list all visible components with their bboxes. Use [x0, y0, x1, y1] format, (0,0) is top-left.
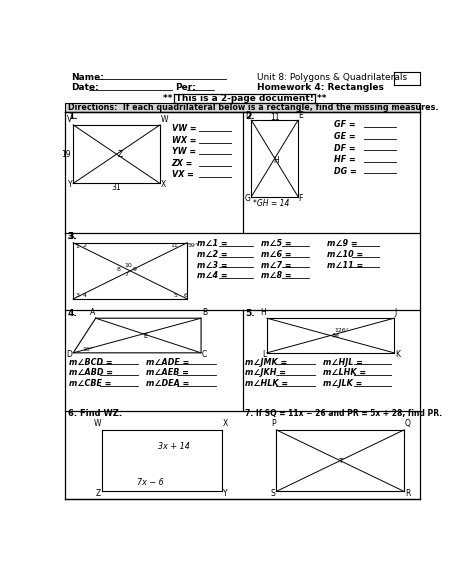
- Text: m∠JLK =: m∠JLK =: [323, 379, 362, 388]
- Text: m∠DEA =: m∠DEA =: [146, 379, 190, 388]
- Text: *GH = 14: *GH = 14: [253, 199, 289, 208]
- Text: 7: 7: [124, 272, 128, 277]
- Text: 2.: 2.: [245, 112, 255, 121]
- Text: 6: 6: [183, 292, 187, 298]
- Bar: [65, 102, 420, 112]
- Text: T: T: [338, 459, 342, 464]
- Text: Z: Z: [96, 489, 101, 499]
- Text: Name:: Name:: [71, 73, 104, 82]
- Text: m∠6 =: m∠6 =: [261, 250, 292, 259]
- Text: M: M: [332, 332, 338, 339]
- Text: Q: Q: [405, 419, 411, 428]
- Text: HF =: HF =: [334, 155, 356, 164]
- Text: 59°: 59°: [188, 243, 199, 248]
- Text: 31: 31: [112, 183, 121, 192]
- Text: 3.: 3.: [68, 232, 77, 241]
- Text: 126°: 126°: [334, 328, 349, 332]
- Text: 7x − 6: 7x − 6: [137, 478, 164, 487]
- Text: 3x + 14: 3x + 14: [158, 442, 190, 451]
- Text: 9: 9: [133, 267, 137, 272]
- Text: K: K: [395, 350, 400, 359]
- Text: Homework 4: Rectangles: Homework 4: Rectangles: [257, 83, 384, 91]
- Text: m∠ABD =: m∠ABD =: [69, 368, 112, 378]
- Text: m∠9 =: m∠9 =: [328, 239, 358, 248]
- Text: m∠CBE =: m∠CBE =: [69, 379, 111, 388]
- Text: m∠3 =: m∠3 =: [197, 261, 228, 270]
- Text: m∠BCD =: m∠BCD =: [69, 358, 112, 367]
- Text: 19: 19: [61, 150, 71, 159]
- Text: DG =: DG =: [334, 167, 357, 175]
- Text: m∠4 =: m∠4 =: [197, 272, 228, 280]
- Text: m∠AEB =: m∠AEB =: [146, 368, 189, 378]
- Text: 16°: 16°: [82, 347, 93, 352]
- Text: X: X: [223, 419, 228, 428]
- Text: 1.: 1.: [68, 112, 77, 121]
- Text: 3.: 3.: [68, 232, 77, 241]
- Text: Unit 8: Polygons & Quadrilaterals: Unit 8: Polygons & Quadrilaterals: [257, 73, 407, 82]
- Text: V: V: [67, 115, 73, 124]
- Text: H: H: [273, 156, 279, 165]
- Text: 6. Find WZ.: 6. Find WZ.: [68, 409, 122, 418]
- Text: J: J: [395, 309, 397, 317]
- Text: C: C: [202, 350, 207, 359]
- Text: m∠ADE =: m∠ADE =: [146, 358, 190, 367]
- Text: E: E: [144, 332, 148, 339]
- Text: Date:: Date:: [71, 83, 99, 91]
- Text: ** This is a 2-page document! **: ** This is a 2-page document! **: [163, 94, 326, 103]
- Text: WX =: WX =: [172, 136, 196, 145]
- Text: 3: 3: [75, 292, 80, 298]
- Text: L: L: [262, 350, 266, 359]
- Text: S: S: [271, 489, 275, 499]
- Text: E: E: [299, 111, 303, 119]
- Text: G: G: [245, 193, 251, 203]
- Text: YW =: YW =: [172, 148, 196, 156]
- Text: GE =: GE =: [334, 132, 356, 141]
- Text: Y: Y: [223, 489, 228, 499]
- Text: GF =: GF =: [334, 120, 356, 130]
- Text: Per:: Per:: [175, 83, 196, 91]
- Text: DF =: DF =: [334, 144, 356, 152]
- Text: W: W: [93, 419, 101, 428]
- Text: m∠JKH =: m∠JKH =: [245, 368, 286, 378]
- Text: 5: 5: [173, 294, 177, 298]
- Text: VX =: VX =: [172, 170, 193, 179]
- Text: Z: Z: [118, 151, 123, 159]
- Text: m∠JMK =: m∠JMK =: [245, 358, 288, 367]
- Text: m∠8 =: m∠8 =: [261, 272, 292, 280]
- Text: m∠11 =: m∠11 =: [328, 261, 364, 270]
- Text: Y: Y: [68, 181, 73, 189]
- Text: 1: 1: [75, 244, 80, 249]
- Text: W: W: [161, 115, 168, 124]
- Text: m∠1 =: m∠1 =: [197, 239, 228, 248]
- Text: ZX =: ZX =: [172, 159, 193, 168]
- Text: 3.: 3.: [68, 232, 77, 241]
- Text: m∠7 =: m∠7 =: [261, 261, 292, 270]
- Text: D: D: [66, 350, 73, 359]
- Text: D: D: [245, 111, 251, 119]
- Text: Directions:  If each quadrilateral below is a rectangle, find the missing measur: Directions: If each quadrilateral below …: [68, 102, 438, 112]
- Text: m∠2 =: m∠2 =: [197, 250, 228, 259]
- Text: 4.: 4.: [68, 309, 78, 318]
- Text: 8: 8: [116, 267, 120, 272]
- Text: 4: 4: [82, 294, 86, 298]
- Text: H: H: [260, 309, 266, 317]
- Text: 11: 11: [170, 243, 178, 248]
- Text: m∠10 =: m∠10 =: [328, 250, 364, 259]
- Text: F: F: [299, 193, 303, 203]
- Text: m∠HLK =: m∠HLK =: [245, 379, 288, 388]
- Text: 10: 10: [124, 263, 132, 268]
- Text: VW =: VW =: [172, 124, 196, 133]
- Text: 11: 11: [270, 113, 280, 123]
- Text: 7. If SQ = 11x − 26 and PR = 5x + 28, find PR.: 7. If SQ = 11x − 26 and PR = 5x + 28, fi…: [245, 409, 442, 418]
- Text: P: P: [271, 419, 275, 428]
- Text: 2: 2: [82, 243, 86, 248]
- Text: X: X: [161, 181, 166, 189]
- Text: R: R: [405, 489, 410, 499]
- Text: 5.: 5.: [245, 309, 255, 318]
- Text: A: A: [90, 309, 95, 317]
- Text: m∠HJL =: m∠HJL =: [323, 358, 363, 367]
- Text: m∠LHK =: m∠LHK =: [323, 368, 366, 378]
- Text: B: B: [202, 309, 207, 317]
- Text: m∠5 =: m∠5 =: [261, 239, 292, 248]
